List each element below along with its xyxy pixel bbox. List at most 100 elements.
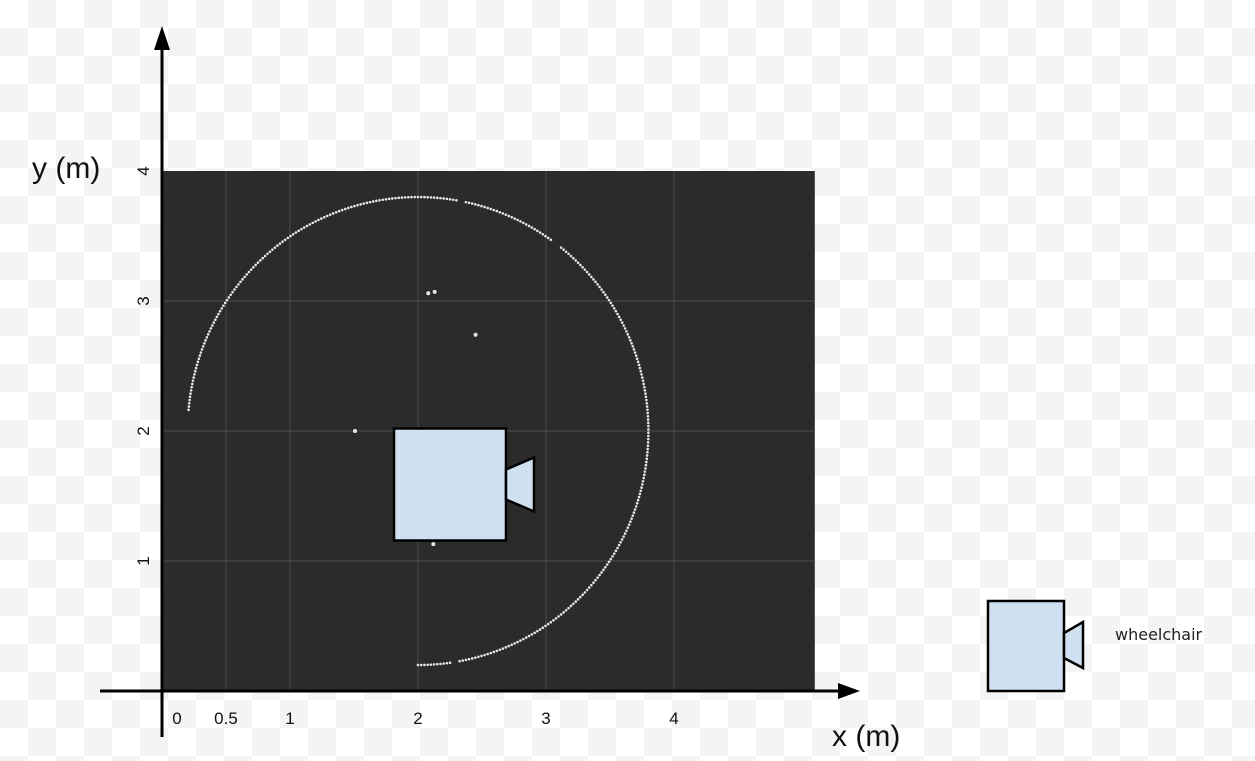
y-tick-label: 2 [134,426,153,435]
scan-point [646,411,650,415]
scan-point [426,663,429,667]
scan-point [605,296,609,299]
scan-point [616,312,619,316]
scan-point [187,405,191,408]
y-axis-arrow [154,26,170,50]
scan-point [196,360,200,364]
scan-point [187,408,190,412]
scan-point [223,301,227,305]
scan-point [214,318,217,322]
scan-point [562,611,565,614]
scan-point [281,240,284,243]
scan-point [501,212,505,215]
scan-point [572,256,575,260]
scan-point [486,206,489,210]
scan-point [495,209,499,213]
scan-point [501,647,505,650]
scan-point [188,395,192,399]
scan-point [559,613,563,616]
scan-point [639,369,643,373]
scan-point [623,532,627,535]
scan-point [594,280,597,284]
scan-point [643,473,646,477]
scan-point [283,238,287,242]
scan-point [605,563,609,566]
scan-point [445,661,449,665]
scan-point [585,270,589,274]
scan-point [261,256,264,260]
scan-point [391,197,394,200]
scan-point [442,662,445,665]
scan-point [458,659,461,663]
scan-point [611,304,614,307]
scan-point [620,321,624,324]
scan-point [423,663,426,667]
scan-point [492,208,496,212]
scan-point [552,619,555,622]
scan-point [483,653,486,657]
scan-point [590,583,593,587]
scan-point [609,557,613,561]
scan-point [410,195,413,199]
scan-point [256,261,260,264]
scan-point [643,470,647,473]
scan-point [630,342,633,345]
scan-point [394,196,397,200]
scan-point [564,250,568,254]
scan-point [311,221,314,225]
scan-point [247,270,251,274]
scan-point [614,309,618,313]
scan-point [368,200,372,204]
scan-point [513,642,516,645]
scan-point [640,486,643,489]
scan-point [206,333,210,336]
scan-point [300,227,303,231]
scan-point [353,204,356,208]
scan-point [480,204,483,208]
scan-point [442,197,445,200]
obstacle-point [426,291,431,296]
scan-point [549,620,553,624]
scan-point [598,285,601,289]
scan-point [448,197,452,201]
scan-point [516,218,519,222]
scan-point [625,529,628,532]
scan-point [495,649,499,653]
scan-point [204,339,207,342]
axes [100,26,860,737]
scan-point [209,327,213,330]
scan-point [193,369,197,373]
scan-point [567,606,570,610]
scan-point [538,231,542,234]
scan-point [445,197,449,201]
scan-point [498,210,502,214]
scan-point [429,663,433,666]
scan-point [642,476,645,480]
scan-point [200,348,204,351]
scan-point [546,622,550,626]
scan-point [645,398,648,402]
y-tick-labels: 1 2 3 4 [134,166,153,565]
scan-point [426,195,429,199]
scan-point [507,214,511,218]
scan-point [611,555,614,558]
scan-point [350,205,353,209]
scan-point [513,217,516,220]
scan-point [631,345,635,348]
scan-point [451,198,455,202]
scan-point [576,598,580,601]
scan-point [222,304,225,307]
scan-point [419,195,423,199]
scan-point [294,231,298,234]
scan-point [416,663,420,667]
scan-point [645,457,649,461]
scan-point [492,650,496,654]
scan-point [435,196,439,200]
scan-point [371,200,375,203]
scan-point [612,307,616,310]
scan-point [464,200,468,204]
scan-point [470,202,474,205]
scan-point [569,604,573,608]
scan-point [524,636,528,639]
scan-point [432,196,436,199]
